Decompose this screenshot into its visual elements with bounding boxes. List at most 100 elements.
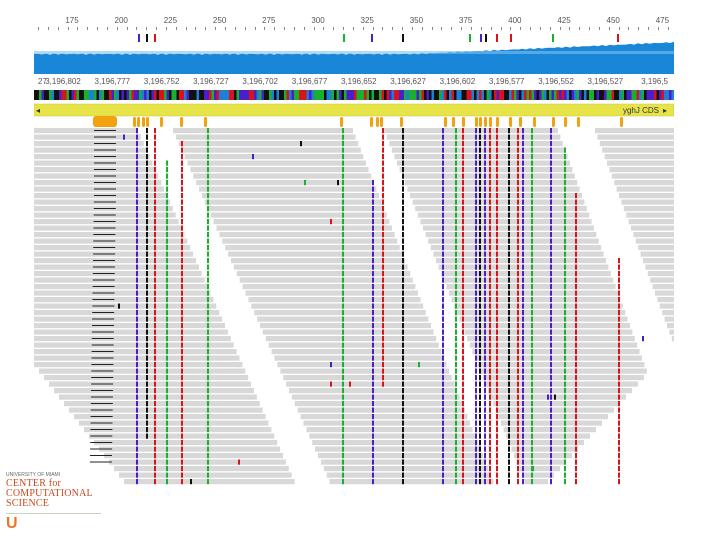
read[interactable] <box>384 128 558 134</box>
read[interactable] <box>645 264 674 270</box>
read[interactable] <box>260 323 431 329</box>
read[interactable] <box>488 388 632 394</box>
read[interactable] <box>391 147 566 153</box>
read[interactable] <box>248 297 421 303</box>
read[interactable] <box>225 245 400 251</box>
read[interactable] <box>119 472 292 478</box>
read[interactable] <box>280 368 450 374</box>
read[interactable] <box>265 336 437 342</box>
read[interactable] <box>196 180 374 186</box>
read[interactable] <box>213 219 390 225</box>
read[interactable] <box>508 440 584 446</box>
read[interactable] <box>219 232 395 238</box>
read[interactable] <box>420 219 592 225</box>
read[interactable] <box>104 453 283 459</box>
read[interactable] <box>34 271 202 277</box>
read[interactable] <box>495 407 614 413</box>
read[interactable] <box>462 323 630 329</box>
read[interactable] <box>498 414 608 420</box>
read[interactable] <box>277 362 447 368</box>
read[interactable] <box>39 368 246 374</box>
read[interactable] <box>650 277 674 283</box>
read[interactable] <box>274 355 445 361</box>
read[interactable] <box>597 134 674 140</box>
read[interactable] <box>242 284 416 290</box>
read[interactable] <box>664 316 674 322</box>
read[interactable] <box>207 206 385 212</box>
read[interactable] <box>626 212 674 218</box>
read[interactable] <box>607 160 674 166</box>
read[interactable] <box>472 349 640 355</box>
read[interactable] <box>210 212 387 218</box>
read[interactable] <box>34 329 228 335</box>
read[interactable] <box>34 323 225 329</box>
read[interactable] <box>614 180 674 186</box>
read[interactable] <box>49 381 252 387</box>
read[interactable] <box>236 271 411 277</box>
read[interactable] <box>595 128 674 134</box>
read[interactable] <box>268 342 439 348</box>
read[interactable] <box>64 401 260 407</box>
read[interactable] <box>283 375 452 381</box>
read[interactable] <box>34 342 234 348</box>
read[interactable] <box>417 212 590 218</box>
reads-pileup[interactable] <box>34 128 674 490</box>
read[interactable] <box>638 245 674 251</box>
read[interactable] <box>34 316 223 322</box>
read[interactable] <box>294 401 463 407</box>
read[interactable] <box>477 362 645 368</box>
read[interactable] <box>621 199 674 205</box>
read[interactable] <box>231 258 405 264</box>
read[interactable] <box>464 329 633 335</box>
read[interactable] <box>34 310 220 316</box>
read[interactable] <box>524 479 548 485</box>
read[interactable] <box>647 271 674 277</box>
read[interactable] <box>412 199 585 205</box>
read[interactable] <box>662 310 674 316</box>
read[interactable] <box>84 427 272 433</box>
read[interactable] <box>178 141 359 147</box>
read[interactable] <box>643 258 674 264</box>
read[interactable] <box>599 141 674 147</box>
read[interactable] <box>216 225 393 231</box>
read[interactable] <box>109 459 286 465</box>
read[interactable] <box>441 271 611 277</box>
read[interactable] <box>459 316 628 322</box>
read[interactable] <box>521 472 554 478</box>
read[interactable] <box>306 427 473 433</box>
read[interactable] <box>669 329 674 335</box>
read[interactable] <box>312 440 478 446</box>
read[interactable] <box>402 173 575 179</box>
read[interactable] <box>604 154 674 160</box>
read[interactable] <box>94 440 278 446</box>
read[interactable] <box>657 297 674 303</box>
read[interactable] <box>34 303 217 309</box>
read[interactable] <box>436 258 606 264</box>
read[interactable] <box>309 433 476 439</box>
read[interactable] <box>652 284 674 290</box>
read[interactable] <box>99 446 281 452</box>
read[interactable] <box>34 160 153 166</box>
read[interactable] <box>611 173 674 179</box>
read[interactable] <box>475 355 642 361</box>
read[interactable] <box>262 329 434 335</box>
read[interactable] <box>59 394 257 400</box>
read[interactable] <box>482 375 644 381</box>
read[interactable] <box>34 336 231 342</box>
read[interactable] <box>407 186 580 192</box>
read[interactable] <box>480 368 647 374</box>
read[interactable] <box>623 206 674 212</box>
read[interactable] <box>303 420 471 426</box>
read[interactable] <box>616 186 674 192</box>
read[interactable] <box>228 251 403 257</box>
read[interactable] <box>34 154 150 160</box>
read[interactable] <box>190 167 369 173</box>
read[interactable] <box>300 414 468 420</box>
read[interactable] <box>315 446 481 452</box>
read[interactable] <box>425 232 597 238</box>
read[interactable] <box>490 394 626 400</box>
read[interactable] <box>469 342 638 348</box>
read[interactable] <box>493 401 620 407</box>
read[interactable] <box>511 446 578 452</box>
read[interactable] <box>323 466 489 472</box>
